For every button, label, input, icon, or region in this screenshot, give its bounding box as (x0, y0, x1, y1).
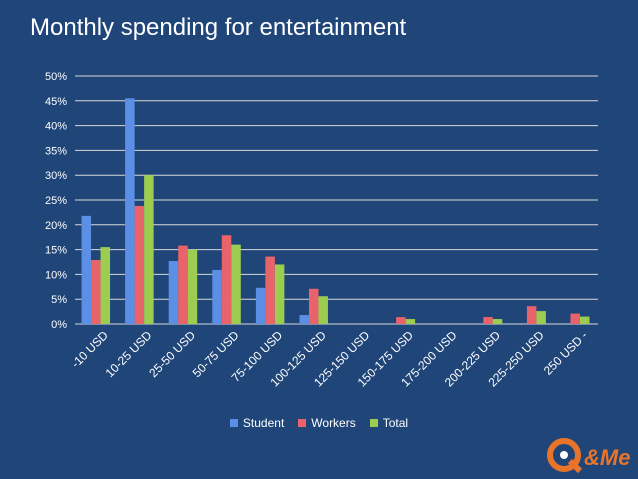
bar-workers (308, 288, 319, 324)
bar-total (100, 247, 111, 324)
bar-workers (396, 317, 406, 324)
legend-label-workers: Workers (311, 416, 356, 430)
bar-workers (526, 306, 537, 324)
legend-item-student: Student (229, 416, 285, 430)
bar-total (405, 319, 416, 324)
bars (81, 98, 590, 324)
bar-total (318, 296, 328, 324)
gridlines (75, 75, 598, 325)
legend: Student Workers Total (0, 416, 638, 430)
bar-workers (570, 313, 580, 324)
bar-workers (91, 260, 101, 324)
y-tick-label: 45% (45, 96, 67, 108)
bar-workers (178, 245, 188, 324)
bar-total (231, 244, 241, 324)
y-axis-ticks: 0% 5% 10% 15% 20% 25% 30% 35% 40% 45% 50% (45, 71, 67, 331)
legend-label-total: Total (382, 416, 409, 430)
y-tick-label: 35% (45, 145, 67, 157)
legend-item-total: Total (369, 416, 409, 430)
chart-title: Monthly spending for entertainment (30, 14, 407, 41)
bar-workers (265, 256, 275, 324)
x-tick-label: -10 USD (68, 328, 111, 371)
svg-text:&Me: &Me (584, 445, 630, 470)
y-tick-label: 40% (45, 121, 67, 133)
bar-student (212, 269, 222, 324)
y-tick-label: 30% (45, 170, 67, 182)
legend-swatch-student (229, 419, 238, 427)
legend-item-workers: Workers (298, 416, 356, 430)
bar-total (274, 264, 285, 324)
x-tick-label: 250 USD - (541, 328, 591, 378)
legend-label-student: Student (242, 416, 285, 430)
bar-total (579, 316, 590, 324)
qme-logo: &Me (547, 438, 630, 474)
bar-student (125, 98, 135, 324)
y-tick-label: 20% (45, 220, 67, 232)
bar-student (299, 315, 309, 324)
bar-student (255, 287, 266, 324)
y-tick-label: 0% (51, 319, 67, 331)
bar-student (168, 261, 179, 324)
bar-total (536, 311, 546, 324)
y-tick-label: 25% (45, 195, 67, 207)
y-tick-label: 50% (45, 71, 67, 83)
bar-workers (221, 235, 232, 324)
legend-swatch-total (369, 419, 378, 427)
bar-total (492, 319, 503, 324)
y-tick-label: 5% (51, 294, 67, 306)
bar-total (187, 249, 198, 324)
y-tick-label: 10% (45, 269, 67, 281)
bar-workers (483, 317, 493, 324)
legend-swatch-workers (298, 419, 307, 427)
bar-student (81, 215, 92, 324)
bar-total (144, 175, 154, 324)
y-tick-label: 15% (45, 245, 67, 257)
bar-workers (134, 205, 145, 324)
